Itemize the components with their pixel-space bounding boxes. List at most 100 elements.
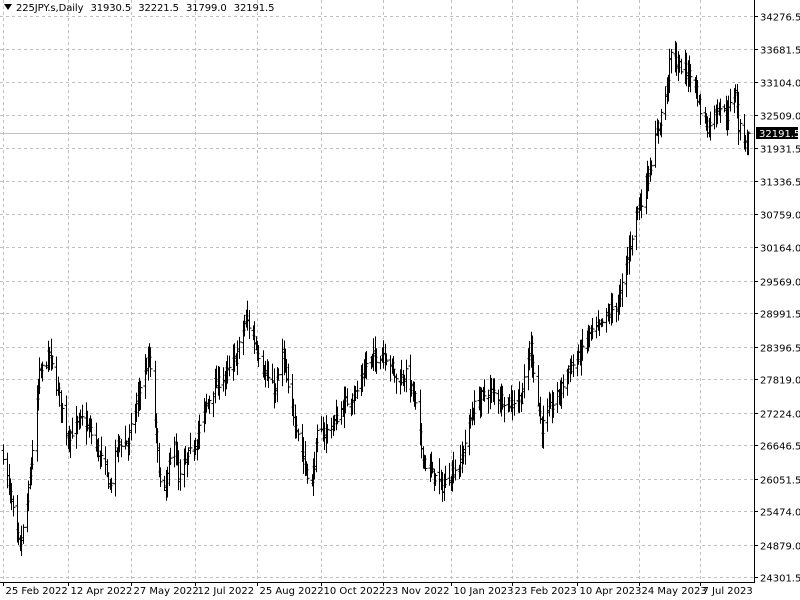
- ohlc-bar: [722, 104, 727, 113]
- ohlc-bar: [21, 524, 26, 544]
- ohlc-bar: [5, 452, 10, 489]
- ohlc-bar: [60, 403, 65, 423]
- ohlc-bar: [437, 458, 442, 495]
- y-tick-label: 27819.0: [760, 376, 800, 387]
- y-tick-label: 33681.5: [760, 46, 800, 57]
- y-tick-label: 26646.5: [760, 442, 800, 453]
- ohlc-bar: [207, 395, 212, 414]
- x-tick-label: 7 Jul 2023: [703, 586, 753, 597]
- ohlc-bar: [80, 404, 85, 426]
- ohlc-bar: [718, 98, 723, 123]
- ohlc-bar: [275, 367, 280, 403]
- ohlc-bar: [109, 477, 114, 493]
- ohlc-bar: [286, 363, 291, 394]
- ohlc-bar: [103, 446, 108, 475]
- x-tick-label: 25 Feb 2022: [6, 586, 68, 597]
- ohlc-bar: [590, 317, 595, 340]
- y-tick-label: 31336.5: [760, 178, 800, 189]
- ohlc-bar: [496, 389, 501, 414]
- y-tick-label: 34276.5: [760, 13, 800, 24]
- ohlc-bar: [178, 459, 183, 491]
- current-price-label: 32191.5: [756, 127, 800, 140]
- dropdown-triangle-icon[interactable]: [4, 4, 12, 10]
- ohlc-bar: [364, 351, 369, 380]
- ohlc-bar: [482, 379, 487, 402]
- ohlc-bar: [325, 424, 330, 444]
- y-tick-label: 30759.0: [760, 211, 800, 222]
- ohlc-bar: [50, 355, 55, 370]
- ohlc-bar: [712, 105, 717, 130]
- ohlc-bar: [237, 336, 242, 359]
- y-tick-label: 33104.0: [760, 79, 800, 90]
- ohlc-bar: [305, 463, 310, 484]
- ohlc-bar: [388, 355, 393, 382]
- ohlc-bar: [99, 436, 104, 467]
- ohlc-bar: [545, 398, 550, 432]
- ohlc-bar: [561, 374, 566, 399]
- ohlc-bar: [555, 382, 560, 413]
- ohlc-bar: [531, 354, 536, 383]
- ohlc-bar: [227, 355, 232, 377]
- ohlc-bar: [217, 366, 222, 400]
- ohlc-bar: [443, 465, 448, 488]
- low-value: 31799.0: [186, 3, 227, 14]
- ohlc-bar: [355, 380, 360, 399]
- ohlc-bar: [620, 273, 625, 307]
- ohlc-bar: [394, 373, 399, 394]
- ohlc-bar: [37, 357, 42, 395]
- ohlc-bar: [688, 64, 693, 93]
- ohlc-bar: [492, 378, 497, 405]
- x-tick-label: 12 Jul 2022: [198, 586, 255, 597]
- x-tick-label: 24 May 2023: [642, 586, 707, 597]
- ohlc-bar: [746, 131, 751, 156]
- ohlc-bar: [172, 436, 177, 468]
- ohlc-bar: [384, 353, 389, 366]
- y-tick-label: 25474.0: [760, 508, 800, 519]
- ohlc-bar: [413, 391, 418, 410]
- y-tick-label: 28991.5: [760, 310, 800, 321]
- ohlc-bar: [433, 473, 438, 486]
- ohlc-bar: [266, 361, 271, 388]
- ohlc-bar: [276, 368, 281, 380]
- ohlc-bar: [453, 459, 458, 481]
- ohlc-bar: [129, 412, 134, 441]
- y-tick-label: 31931.5: [760, 145, 800, 156]
- ohlc-bar: [486, 389, 491, 414]
- ohlc-bar: [679, 58, 684, 75]
- y-tick-label: 26051.5: [760, 476, 800, 487]
- ohlc-bar: [536, 365, 541, 407]
- ohlc-bar: [659, 108, 664, 138]
- ohlc-bar: [11, 495, 16, 517]
- ohlc-bar: [162, 475, 167, 491]
- ohlc-bar: [378, 355, 383, 370]
- y-tick-label: 24879.0: [760, 542, 800, 553]
- ohlc-bar: [168, 447, 173, 465]
- ohlc-bar: [247, 310, 252, 339]
- price-bars: [1, 40, 751, 556]
- ohlc-bar: [319, 416, 324, 433]
- x-tick-label: 25 Aug 2022: [260, 586, 324, 597]
- ohlc-bar: [610, 293, 615, 324]
- ohlc-bar: [649, 160, 654, 176]
- ohlc-bar: [594, 316, 599, 339]
- ohlc-bar: [708, 111, 713, 141]
- chart-header: 225JPY.s,Daily 31930.5 32221.5 31799.0 3…: [4, 3, 278, 14]
- ohlc-bar: [423, 455, 428, 472]
- ohlc-bar: [335, 406, 340, 425]
- ohlc-bar: [148, 347, 153, 377]
- ohlc-bar: [315, 424, 320, 453]
- x-tick-label: 10 Oct 2022: [324, 586, 386, 597]
- ohlc-bar: [512, 390, 517, 416]
- close-value: 32191.5: [233, 3, 275, 14]
- ohlc-bar: [600, 318, 605, 327]
- ohlc-bar: [329, 417, 334, 439]
- symbol-label: 225JPY.s,Daily: [16, 3, 84, 14]
- current-price-text: 32191.5: [759, 129, 800, 140]
- ohlc-bar: [541, 405, 546, 449]
- grid: [0, 0, 754, 582]
- ohlc-bar: [502, 397, 507, 423]
- x-tick-label: 27 May 2022: [134, 586, 199, 597]
